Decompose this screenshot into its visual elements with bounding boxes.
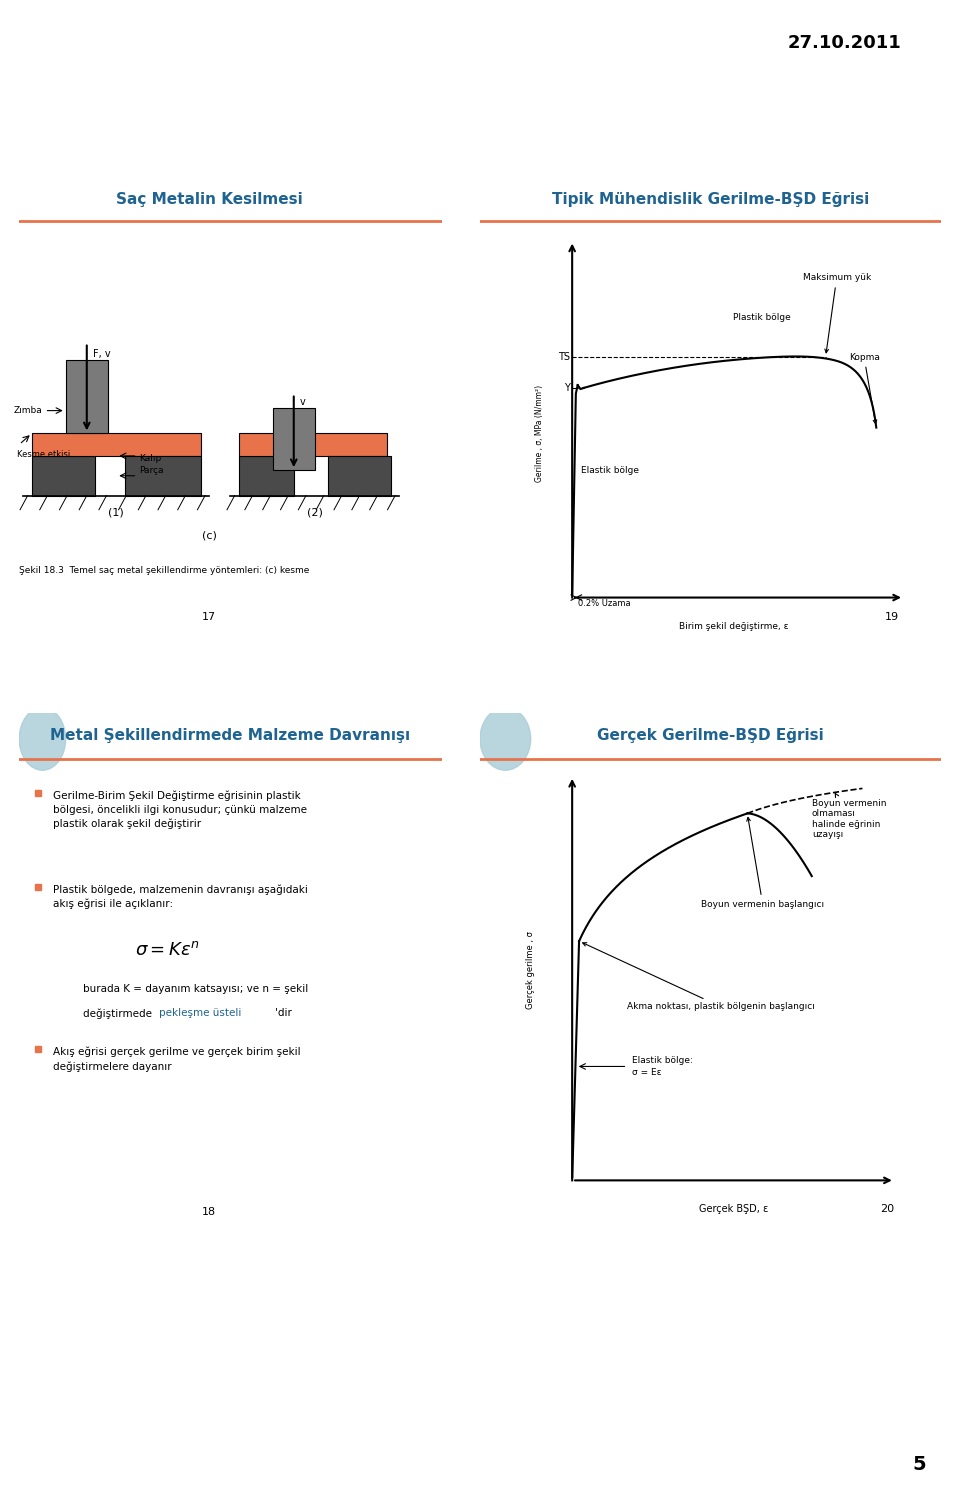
Text: Şekil 18.3  Temel saç metal şekillendirme yöntemleri: (c) kesme: Şekil 18.3 Temel saç metal şekillendirme… bbox=[19, 566, 309, 575]
Text: Gerilme , σ, MPa (N/mm²): Gerilme , σ, MPa (N/mm²) bbox=[536, 385, 544, 481]
Text: Boyun vermenin
olmaması
halinde eğrinin
uzayışı: Boyun vermenin olmaması halinde eğrinin … bbox=[812, 794, 886, 840]
Text: 27.10.2011: 27.10.2011 bbox=[788, 34, 901, 52]
Text: Gerçek gerilme , σ: Gerçek gerilme , σ bbox=[526, 930, 535, 1009]
Circle shape bbox=[19, 707, 65, 770]
Text: Boyun vermenin başlangıcı: Boyun vermenin başlangıcı bbox=[701, 817, 825, 909]
Bar bbox=[239, 456, 294, 496]
Text: Akış eğrisi gerçek gerilme ve gerçek birim şekil
değiştirmelere dayanır: Akış eğrisi gerçek gerilme ve gerçek bir… bbox=[53, 1046, 300, 1071]
Text: pekleşme üsteli: pekleşme üsteli bbox=[159, 1009, 242, 1018]
Text: Plastik bölge: Plastik bölge bbox=[733, 314, 791, 322]
Bar bbox=[327, 456, 391, 496]
Text: Saç Metalin Kesilmesi: Saç Metalin Kesilmesi bbox=[116, 193, 302, 208]
Text: 19: 19 bbox=[885, 612, 900, 623]
Text: TS: TS bbox=[558, 352, 570, 361]
Text: burada K = dayanım katsayısı; ve n = şekil: burada K = dayanım katsayısı; ve n = şek… bbox=[83, 984, 308, 994]
Text: F, v: F, v bbox=[93, 349, 110, 360]
Text: Maksimum yük: Maksimum yük bbox=[803, 273, 871, 352]
Text: 18: 18 bbox=[203, 1207, 216, 1217]
Text: Kalıp: Kalıp bbox=[139, 455, 162, 464]
Text: 'dir: 'dir bbox=[275, 1009, 292, 1018]
Text: Metal Şekillendirmede Malzeme Davranışı: Metal Şekillendirmede Malzeme Davranışı bbox=[50, 728, 411, 743]
Text: (1): (1) bbox=[108, 507, 124, 517]
Text: Gerilme-Birim Şekil Değiştirme eğrisinin plastik
bölgesi, öncelikli ilgi konusud: Gerilme-Birim Şekil Değiştirme eğrisinin… bbox=[53, 791, 307, 829]
Text: Zımba: Zımba bbox=[13, 406, 42, 415]
Bar bbox=[125, 456, 201, 496]
Bar bbox=[32, 434, 201, 456]
Text: Elastik bölge: Elastik bölge bbox=[582, 467, 639, 476]
Text: Tipik Mühendislik Gerilme-BŞD Eğrisi: Tipik Mühendislik Gerilme-BŞD Eğrisi bbox=[552, 193, 869, 208]
Text: Kesme etkisi: Kesme etkisi bbox=[17, 450, 70, 459]
Bar bbox=[273, 407, 315, 470]
Text: Kopma: Kopma bbox=[849, 352, 879, 424]
Text: Plastik bölgede, malzemenin davranışı aşağıdaki
akış eğrisi ile açıklanır:: Plastik bölgede, malzemenin davranışı aş… bbox=[53, 884, 308, 909]
Text: 20: 20 bbox=[880, 1204, 895, 1214]
Bar bbox=[65, 360, 108, 434]
Text: Akma noktası, plastik bölgenin başlangıcı: Akma noktası, plastik bölgenin başlangıc… bbox=[583, 942, 815, 1012]
Circle shape bbox=[480, 707, 531, 770]
Bar bbox=[32, 456, 95, 496]
Text: $\sigma = K\varepsilon^n$: $\sigma = K\varepsilon^n$ bbox=[134, 941, 200, 958]
Text: Gerçek BŞD, ε: Gerçek BŞD, ε bbox=[699, 1204, 768, 1214]
Text: (c): (c) bbox=[202, 531, 217, 539]
Text: Elastik bölge:
σ = Eε: Elastik bölge: σ = Eε bbox=[632, 1055, 693, 1077]
Text: Gerçek Gerilme-BŞD Eğrisi: Gerçek Gerilme-BŞD Eğrisi bbox=[597, 728, 824, 743]
Text: Birim şekil değiştirme, ε: Birim şekil değiştirme, ε bbox=[679, 621, 788, 630]
Text: 0.2% Uzama: 0.2% Uzama bbox=[578, 599, 631, 608]
Text: Parça: Parça bbox=[139, 465, 164, 474]
Text: 5: 5 bbox=[913, 1455, 926, 1474]
Text: değiştirmede: değiştirmede bbox=[83, 1009, 155, 1019]
Text: Y: Y bbox=[564, 383, 570, 392]
Text: (2): (2) bbox=[307, 507, 323, 517]
Text: 17: 17 bbox=[203, 612, 216, 623]
Bar bbox=[239, 434, 387, 456]
Text: v: v bbox=[300, 397, 306, 407]
